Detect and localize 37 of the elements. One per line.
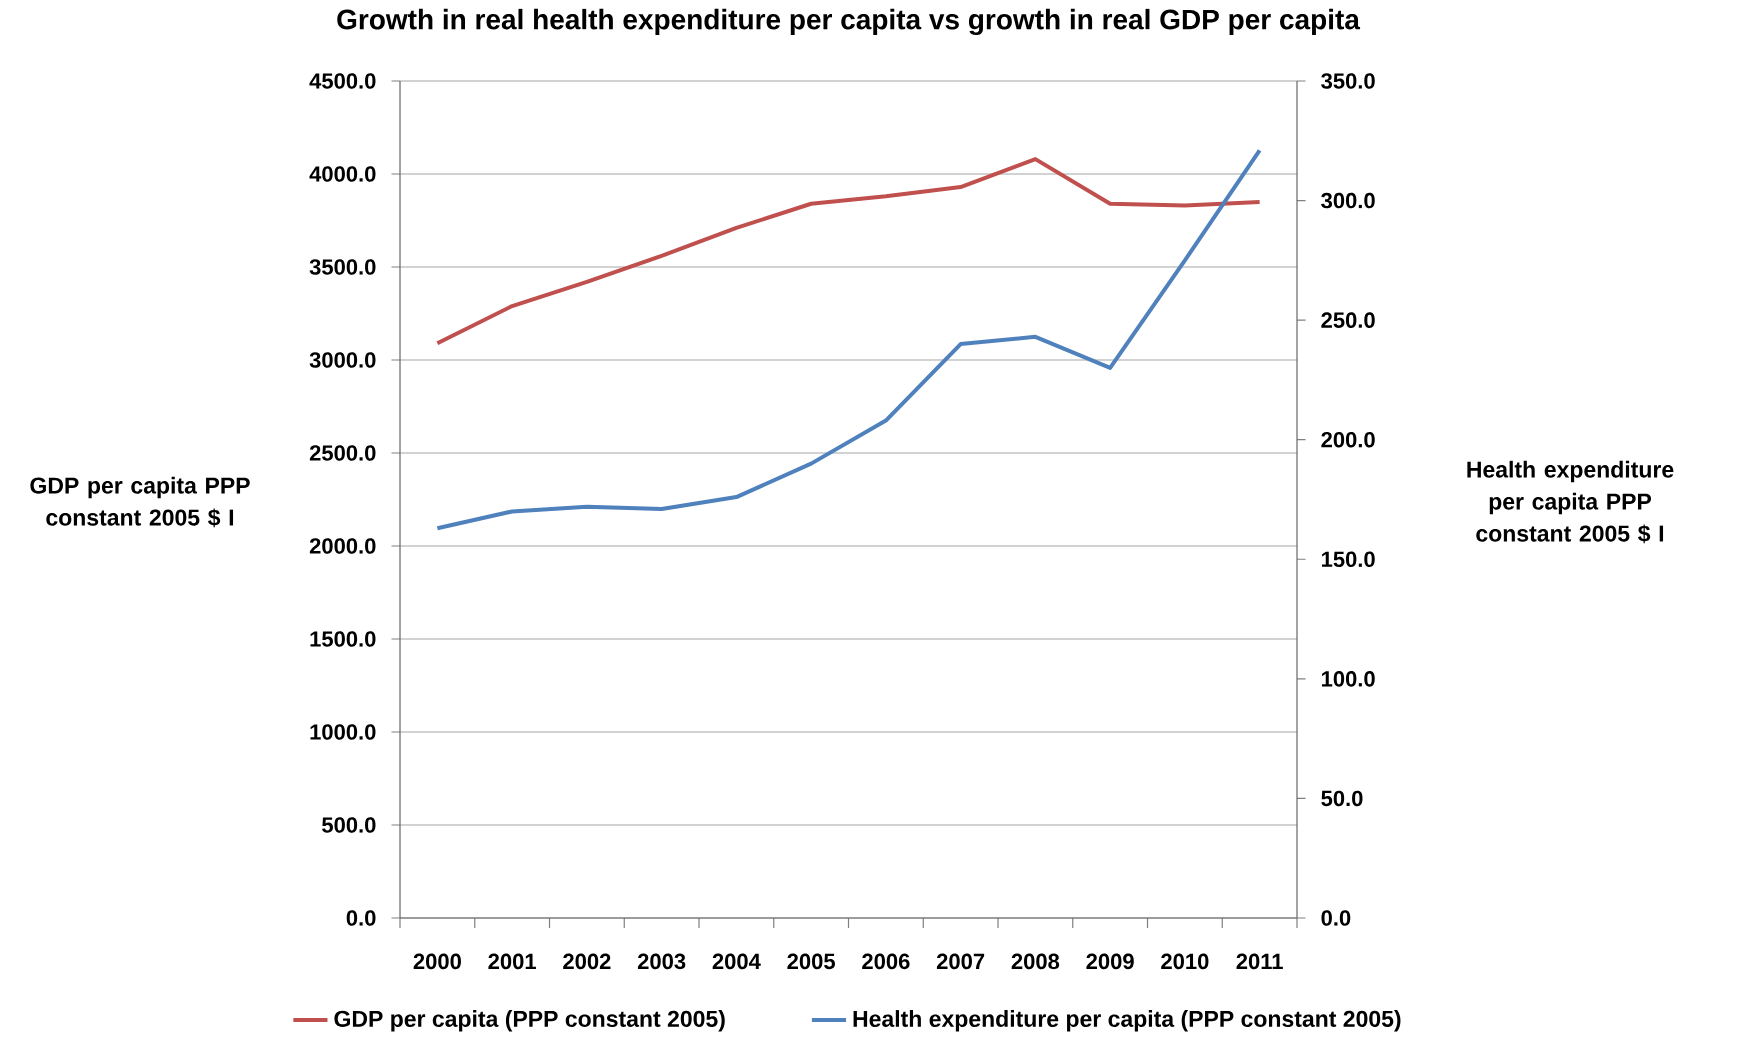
y-axis-title: GDP per capita PPP constant 2005 $ I [30, 476, 250, 528]
x-tick-label: 2010 [1161, 953, 1209, 970]
y2-tick-label: 50.0 [1321, 790, 1363, 807]
x-tick-label: 2002 [563, 953, 611, 970]
x-tick-label: 2011 [1236, 953, 1283, 970]
line-series [435, 148, 1262, 531]
y-tick-label: 4000.0 [309, 166, 376, 182]
y2-tick-label: 100.0 [1321, 671, 1375, 687]
x-tick-label: 2001 [488, 953, 536, 970]
x-tick-label: 2004 [712, 953, 761, 970]
y-tick-label: 3000.0 [309, 352, 376, 368]
x-tick-label: 2003 [637, 953, 686, 970]
y2-tick-label: 200.0 [1321, 431, 1375, 448]
x-tick-label: 2005 [787, 953, 835, 970]
y2-tick-label: 350.0 [1321, 73, 1375, 89]
x-tick-label: 2007 [936, 953, 985, 970]
y-tick-label: 2500.0 [309, 445, 376, 461]
x-tick-label: 2008 [1011, 953, 1060, 970]
y2-tick-label: 300.0 [1321, 192, 1375, 209]
chart-title: Growth in real health expenditure per capita vs growth in real GDP per capita [337, 8, 1361, 36]
y-tick-label: 0.0 [346, 910, 376, 926]
y-tick-label: 4500.0 [309, 73, 376, 89]
y-tick-label: 500.0 [322, 817, 376, 833]
y2-tick-label: 250.0 [1321, 312, 1375, 328]
legend-label: GDP per capita (PPP constant 2005) [334, 1010, 725, 1032]
y-tick-label: 2000.0 [309, 538, 376, 554]
legend-label: Health expenditure per capita (PPP constant 2005) [853, 1010, 1401, 1032]
x-tick-label: 2009 [1086, 953, 1134, 970]
y2-tick-label: 0.0 [1321, 910, 1351, 926]
y2-axis-title: Health expenditure per capita PPP constant 2005 $ I [1467, 460, 1674, 544]
y-tick-label: 3500.0 [309, 259, 376, 275]
y-tick-label: 1500.0 [310, 631, 376, 647]
x-tick-label: 2000 [413, 953, 461, 970]
y-tick-label: 1000.0 [310, 724, 376, 740]
line-series [435, 157, 1262, 346]
y2-tick-label: 150.0 [1321, 551, 1375, 568]
x-tick-label: 2006 [862, 953, 910, 970]
